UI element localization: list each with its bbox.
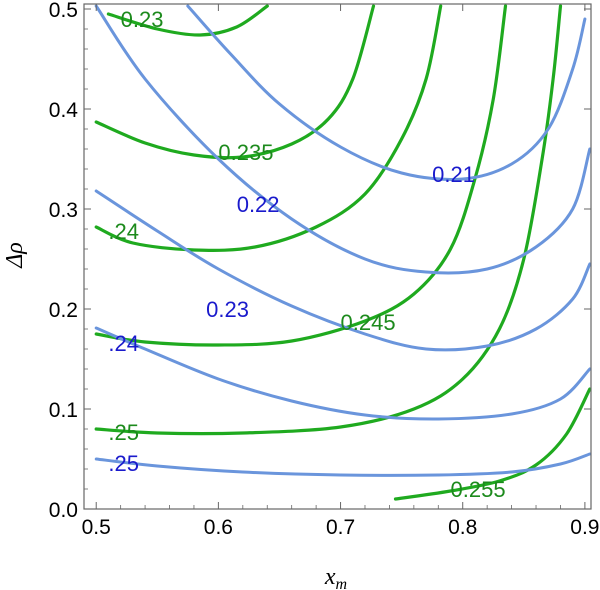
blue-contour-label: 0.23 [206, 297, 249, 322]
blue-contour-label: .25 [108, 451, 139, 476]
blue-contour-line-0-22 [94, 4, 591, 275]
green-contour-line-0-23 [106, 4, 269, 37]
y-tick-label: 0.5 [49, 0, 78, 22]
green-contour-label: .25 [108, 420, 139, 445]
contour-curves [94, 4, 591, 501]
y-axis-label: Δρ [2, 242, 28, 269]
y-tick-label: 0.1 [49, 399, 78, 422]
x-tick-label: 0.7 [326, 516, 355, 539]
blue-contour-line-0-23 [94, 189, 591, 352]
y-tick-label: 0.4 [49, 99, 79, 122]
green-contour-line-0-24 [94, 4, 443, 252]
green-contour-label: .24 [108, 219, 139, 244]
plot-frame [83, 3, 592, 510]
green-contour-label: 0.23 [121, 7, 164, 32]
blue-contour-line-0-21 [186, 4, 587, 181]
x-axis-ticks: 0.5 0.6 0.7 0.8 0.9 [82, 4, 599, 539]
y-tick-label: 0.2 [49, 299, 78, 322]
y-tick-label: 0.0 [49, 499, 78, 522]
green-contour-label: 0.235 [218, 140, 273, 165]
blue-contour-line-0-24 [94, 326, 591, 421]
blue-contour-label: .24 [108, 331, 139, 356]
green-contour-label: 0.245 [341, 310, 396, 335]
green-contour-line-0-255 [393, 387, 591, 501]
green-contour-line-0-235 [94, 4, 376, 160]
x-tick-label: 0.9 [570, 516, 599, 539]
blue-contour-label: 0.21 [432, 162, 475, 187]
x-tick-label: 0.8 [448, 516, 477, 539]
contour-labels: 0.23 0.235 .24 0.245 .25 0.255 0.21 0.22 0.23 .24… [108, 7, 505, 502]
y-tick-label: 0.3 [49, 199, 78, 222]
blue-contour-line-0-25 [94, 452, 591, 477]
x-axis-label: xm [324, 564, 347, 590]
x-tick-label: 0.5 [82, 516, 111, 539]
y-axis-label-group: Δρ [2, 242, 28, 269]
green-contour-line-0-245 [94, 4, 508, 347]
y-axis-ticks: 0.0 0.1 0.2 0.3 0.4 0.5 [49, 0, 591, 522]
green-contour-label: 0.255 [451, 477, 506, 502]
x-tick-label: 0.6 [204, 516, 233, 539]
blue-contour-label: 0.22 [237, 192, 280, 217]
